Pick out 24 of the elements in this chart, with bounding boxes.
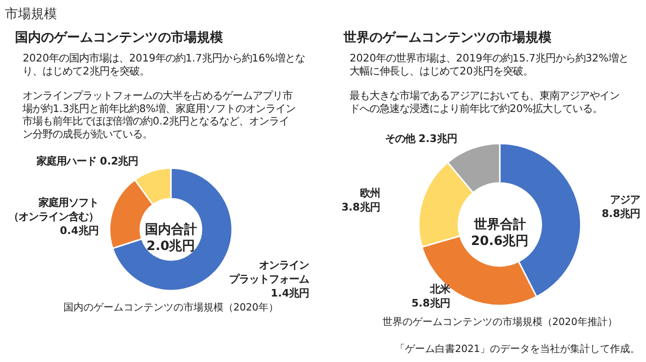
chart-subtitle: 2020年の国内市場は、2019年の約1.7兆円から約16%増となり、はじめて2兆円を突破。 <box>22 52 305 78</box>
slice-label: その他 2.3兆円 <box>384 133 457 146</box>
chart-subtitle: 2020年の世界市場は、2019年の約15.7兆円から約32%増と大幅に伸長し、はじめて20兆円を突破。 <box>350 52 628 78</box>
slice-label: 北米 <box>428 284 451 296</box>
data-label: 1.4兆円 <box>270 287 310 300</box>
text: 国内合計 2.0兆円 <box>144 221 197 254</box>
data-label: 0.4兆円 <box>60 224 98 237</box>
slice-label: 欧州 <box>360 188 380 200</box>
data-label: 8.8兆円 <box>602 208 640 220</box>
text: 「ゲーム白書2021」のデータを当社が集計して作成。 <box>394 342 640 355</box>
data-label: 3.8兆円 <box>341 202 380 214</box>
text: 市場規模 <box>4 7 57 22</box>
slice-label: 家庭用ソフト（オンライン含む） <box>8 196 98 223</box>
slice-label: オンラインプラットフォーム <box>229 259 310 286</box>
slice-label: アジア <box>610 194 640 206</box>
slice-label: 家庭用ハード 0.2兆円 <box>35 156 138 168</box>
text: 国内のゲームコンテンツの市場規模（2020年） <box>63 301 278 314</box>
text: 世界のゲームコンテンツの市場規模（2020年推計） <box>382 316 618 328</box>
chart-title: 国内のゲームコンテンツの市場規模 <box>14 30 223 46</box>
text: 世界合計 20.6兆円 <box>470 216 529 250</box>
chart-title: 世界のゲームコンテンツの市場規模 <box>342 30 552 46</box>
text: 最も大きな市場であるアジアにおいても、東南アジアやインドへの急速な浸透により前年比で約20%拡大している。 <box>350 90 620 115</box>
data-label: 5.8兆円 <box>411 298 450 310</box>
text: オンラインプラットフォームの大半を占めるゲームアプリ市場が約1.3兆円と前年比約8%増、家庭用ソフトのオンライン市場も前年比でほぼ倍増の約0.2兆円となるなど、オンライン分野の成長が続いている。 <box>22 90 296 141</box>
